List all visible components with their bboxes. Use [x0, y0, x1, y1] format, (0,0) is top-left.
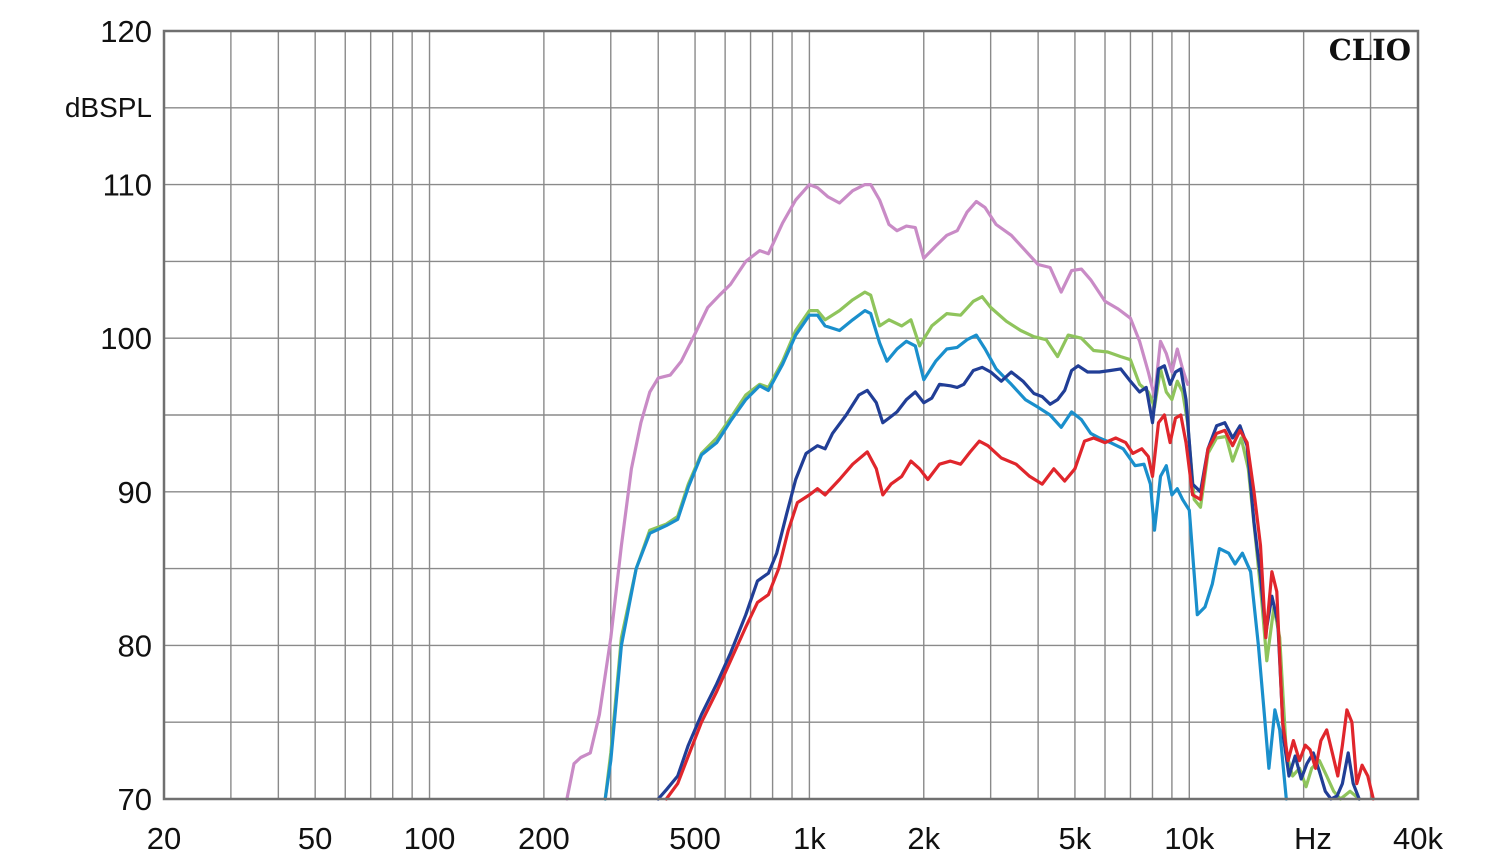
- x-tick-label: 20: [147, 821, 181, 856]
- series-layer: [565, 183, 1375, 801]
- x-tick-label: 10k: [1164, 821, 1214, 856]
- y-tick-label: 70: [118, 782, 152, 817]
- series-line: [656, 364, 1361, 801]
- series-line: [603, 309, 1288, 801]
- grid: [164, 31, 1418, 799]
- series-line: [565, 183, 1190, 801]
- x-tick-label: 100: [404, 821, 456, 856]
- x-tick-label: 5k: [1059, 821, 1092, 856]
- x-tick-label: 200: [518, 821, 570, 856]
- y-tick-label: 120: [100, 14, 152, 49]
- series-line: [664, 413, 1375, 801]
- x-tick-label: 50: [298, 821, 332, 856]
- x-tick-label: 500: [669, 821, 721, 856]
- y-tick-labels: 70 80 90 100 110 120: [100, 14, 152, 817]
- x-tick-label: 1k: [793, 821, 826, 856]
- brand-label: CLIO: [1329, 33, 1411, 67]
- x-tick-label: 2k: [907, 821, 940, 856]
- x-tick-label: 40k: [1393, 821, 1443, 856]
- x-unit-label: Hz: [1294, 821, 1332, 856]
- y-tick-label: 110: [103, 168, 152, 203]
- x-tick-labels: 20 50 100 200 500 1k 2k 5k 10k 40k: [147, 821, 1444, 856]
- y-tick-label: 100: [100, 321, 152, 356]
- y-unit-label: dBSPL: [65, 92, 152, 123]
- y-tick-label: 90: [118, 475, 152, 510]
- series-line: [603, 290, 1361, 801]
- plot-frame: [162, 29, 1420, 801]
- y-tick-label: 80: [118, 628, 152, 663]
